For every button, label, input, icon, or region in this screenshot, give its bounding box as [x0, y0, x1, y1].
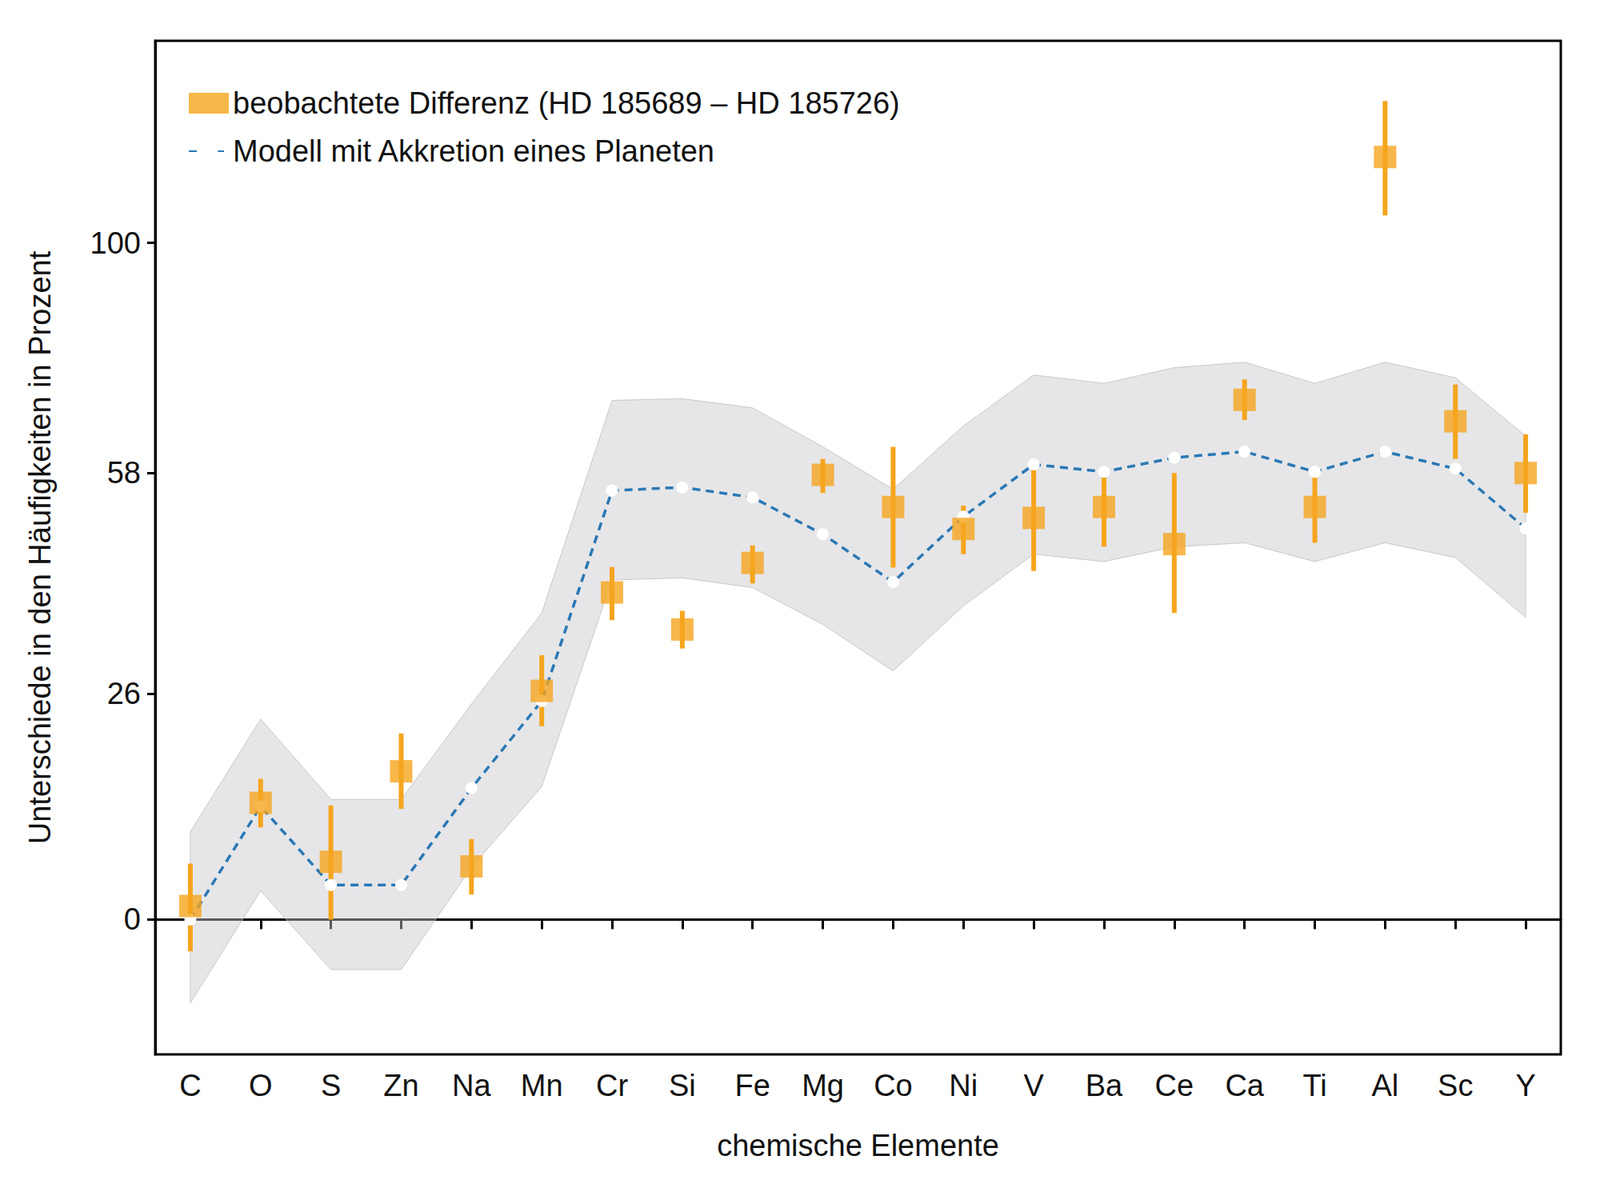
svg-text:Cr: Cr [596, 1068, 628, 1103]
svg-text:Ce: Ce [1155, 1068, 1195, 1103]
svg-text:Ti: Ti [1302, 1068, 1327, 1103]
svg-text:Ba: Ba [1085, 1068, 1124, 1103]
svg-text:0: 0 [124, 902, 141, 936]
svg-text:S: S [320, 1068, 341, 1103]
svg-text:Mn: Mn [520, 1068, 564, 1103]
svg-text:58: 58 [107, 456, 141, 490]
svg-text:V: V [1023, 1068, 1044, 1103]
svg-text:26: 26 [107, 676, 141, 711]
svg-text:Mg: Mg [801, 1068, 844, 1103]
svg-text:Ca: Ca [1224, 1068, 1264, 1103]
svg-text:Si: Si [668, 1068, 696, 1103]
svg-text:Unterschiede in den Häufigkeit: Unterschiede in den Häufigkeiten in Proz… [23, 250, 57, 844]
svg-text:Al: Al [1371, 1068, 1399, 1103]
svg-text:Co: Co [873, 1068, 913, 1103]
svg-text:Zn: Zn [383, 1068, 419, 1103]
svg-text:Y: Y [1515, 1068, 1536, 1103]
svg-text:O: O [248, 1068, 273, 1103]
svg-text:Modell mit Akkretion eines Pla: Modell mit Akkretion eines Planeten [232, 134, 715, 168]
svg-text:chemische Elemente: chemische Elemente [716, 1128, 1000, 1163]
svg-text:Na: Na [452, 1068, 492, 1103]
svg-text:beobachtete Differenz (HD 1856: beobachtete Differenz (HD 185689 – HD 18… [232, 86, 900, 120]
svg-text:Sc: Sc [1437, 1068, 1473, 1103]
svg-text:100: 100 [90, 226, 141, 260]
svg-text:Ni: Ni [948, 1068, 978, 1103]
svg-text:Fe: Fe [735, 1068, 771, 1103]
svg-text:C: C [179, 1068, 201, 1103]
